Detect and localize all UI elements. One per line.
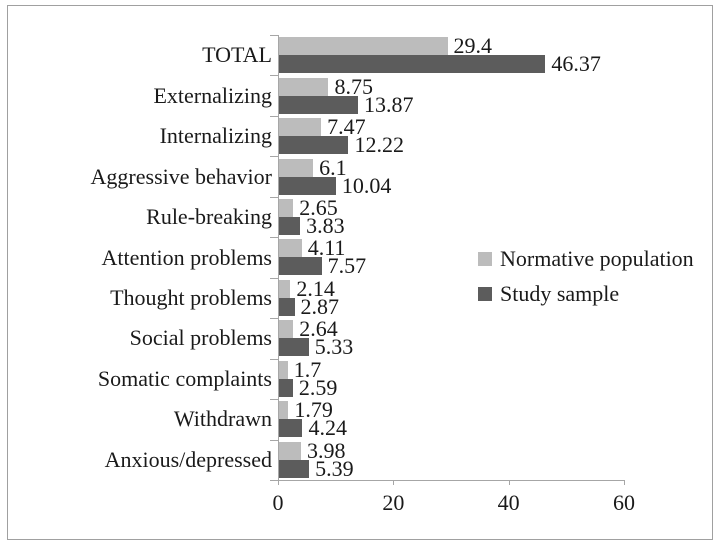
- legend: Normative population Study sample: [478, 245, 694, 317]
- y-axis-tick: [270, 358, 278, 360]
- legend-label-normative-population: Normative population: [500, 245, 694, 271]
- y-axis-tick: [270, 35, 278, 36]
- value-label: 12.22: [354, 132, 404, 158]
- legend-swatch-normative-population: [478, 251, 492, 266]
- y-axis-tick: [270, 75, 278, 77]
- category-label: Withdrawn: [173, 406, 272, 432]
- value-label: 3.98: [306, 437, 346, 463]
- bar-normative-population: [278, 279, 291, 298]
- bar-normative-population: [278, 199, 294, 218]
- bar-normative-population: [278, 118, 322, 137]
- y-axis-tick: [270, 277, 278, 279]
- category-label: Thought problems: [110, 284, 272, 310]
- value-label: 2.87: [300, 293, 340, 319]
- bar-study-sample: [278, 419, 303, 438]
- value-label: 6.1: [319, 154, 347, 180]
- value-label: 3.83: [306, 213, 345, 239]
- x-tick-label: 0: [272, 490, 284, 515]
- category-label: Aggressive behavior: [90, 163, 272, 189]
- value-label: 5.33: [314, 334, 354, 360]
- value-label: 2.65: [299, 195, 338, 221]
- legend-item-normative-population: Normative population: [478, 245, 694, 271]
- x-axis-tick: [278, 480, 279, 485]
- y-axis-tick: [270, 318, 278, 320]
- category-label: Anxious/depressed: [104, 446, 272, 472]
- value-label: 29.4: [453, 33, 493, 59]
- bar-normative-population: [278, 77, 329, 96]
- value-label: 4.24: [308, 415, 347, 441]
- bar-normative-population: [278, 158, 314, 177]
- y-axis-tick: [270, 237, 278, 239]
- x-axis-line: [278, 480, 625, 481]
- legend-swatch-study-sample: [478, 286, 492, 301]
- bar-normative-population: [278, 37, 448, 56]
- category-label: Somatic complaints: [97, 365, 272, 391]
- figure-border: [7, 5, 713, 540]
- value-label: 5.39: [315, 455, 354, 481]
- value-label: 1.7: [293, 356, 322, 382]
- bar-normative-population: [278, 320, 294, 339]
- bar-study-sample: [278, 459, 310, 478]
- x-axis-tick: [624, 480, 625, 485]
- category-label: Attention problems: [101, 244, 272, 270]
- value-label: 10.04: [341, 172, 392, 198]
- bar-study-sample: [278, 55, 546, 74]
- bar-study-sample: [278, 176, 336, 195]
- legend-label-study-sample: Study sample: [500, 280, 620, 306]
- bar-study-sample: [278, 378, 293, 397]
- bar-study-sample: [278, 338, 309, 357]
- x-tick-label: 40: [497, 490, 520, 515]
- bar-normative-population: [278, 441, 301, 460]
- y-axis-tick: [270, 439, 278, 441]
- value-label: 7.57: [327, 253, 367, 279]
- bar-study-sample: [278, 95, 358, 114]
- value-label: 2.59: [298, 374, 338, 400]
- value-label: 46.37: [551, 51, 601, 77]
- value-label: 2.64: [299, 316, 338, 342]
- bar-normative-population: [278, 401, 289, 420]
- bar-study-sample: [278, 136, 349, 155]
- category-label: Externalizing: [153, 82, 272, 108]
- bar-normative-population: [278, 360, 288, 379]
- bar-study-sample: [278, 257, 322, 276]
- y-axis-tick: [270, 399, 278, 401]
- value-label: 13.87: [363, 91, 414, 117]
- y-axis-tick: [270, 115, 278, 117]
- category-label: TOTAL: [202, 42, 272, 68]
- category-label: Internalizing: [159, 123, 272, 149]
- value-label: 7.47: [327, 114, 366, 140]
- value-label: 8.75: [334, 73, 373, 99]
- legend-item-study-sample: Study sample: [478, 280, 694, 306]
- value-label: 1.79: [294, 397, 333, 423]
- y-axis-line: [278, 35, 279, 480]
- y-axis-tick: [270, 480, 278, 481]
- value-label: 4.11: [307, 235, 346, 261]
- bar-normative-population: [278, 239, 302, 258]
- y-axis-tick: [270, 156, 278, 158]
- x-axis-tick: [508, 480, 510, 485]
- category-label: Rule-breaking: [146, 204, 272, 230]
- bar-study-sample: [278, 217, 301, 236]
- y-axis-tick: [270, 196, 278, 198]
- bar-study-sample: [278, 297, 295, 316]
- x-tick-label: 60: [613, 490, 635, 515]
- x-axis-tick: [393, 480, 395, 485]
- x-tick-label: 20: [382, 490, 405, 515]
- category-label: Social problems: [129, 325, 272, 351]
- value-label: 2.14: [296, 275, 335, 301]
